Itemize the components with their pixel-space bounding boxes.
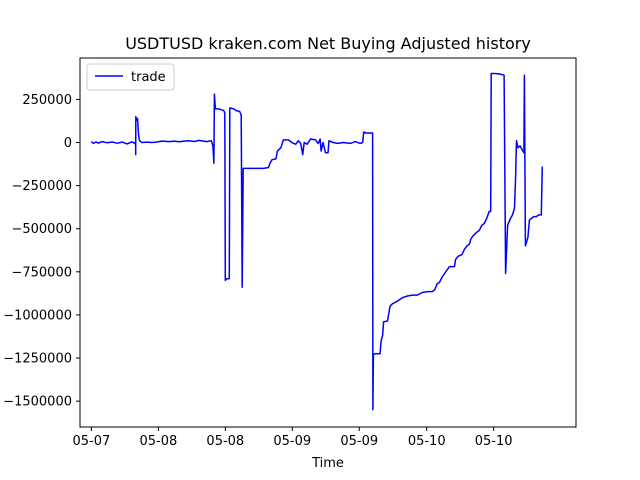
- y-tick-label: −1500000: [3, 395, 72, 410]
- x-tick-label: 05-10: [408, 434, 446, 449]
- x-tick-label: 05-09: [340, 434, 378, 449]
- legend-label-trade: trade: [131, 70, 166, 85]
- y-tick-label: 250000: [22, 93, 72, 108]
- y-tick-label: −1000000: [3, 308, 72, 323]
- y-tick-label: −250000: [11, 179, 72, 194]
- x-tick-label: 05-07: [73, 434, 111, 449]
- x-tick-label: 05-09: [273, 434, 311, 449]
- x-tick-label: 05-08: [139, 434, 177, 449]
- legend-box: [86, 63, 175, 91]
- y-tick-label: −750000: [11, 265, 72, 280]
- x-tick-label: 05-08: [206, 434, 244, 449]
- y-tick-label: −500000: [11, 222, 72, 237]
- plot-background: [80, 58, 576, 427]
- chart-title: USDTUSD kraken.com Net Buying Adjusted h…: [125, 34, 531, 53]
- x-axis-label: Time: [311, 456, 344, 471]
- legend: trade: [86, 63, 175, 91]
- y-tick-label: −1250000: [3, 352, 72, 367]
- y-axis: 250000 0 −250000 −500000 −750000 −1000000 −125…: [3, 93, 80, 410]
- x-tick-label: 05-10: [475, 434, 513, 449]
- y-tick-label: 0: [64, 136, 72, 151]
- series-line-trade: [90, 72, 544, 411]
- x-axis: 05-07 05-08 05-08 05-09 05-09 05-10 05-10: [73, 427, 513, 449]
- plot-area: [79, 57, 577, 428]
- plot-frame: [79, 57, 577, 428]
